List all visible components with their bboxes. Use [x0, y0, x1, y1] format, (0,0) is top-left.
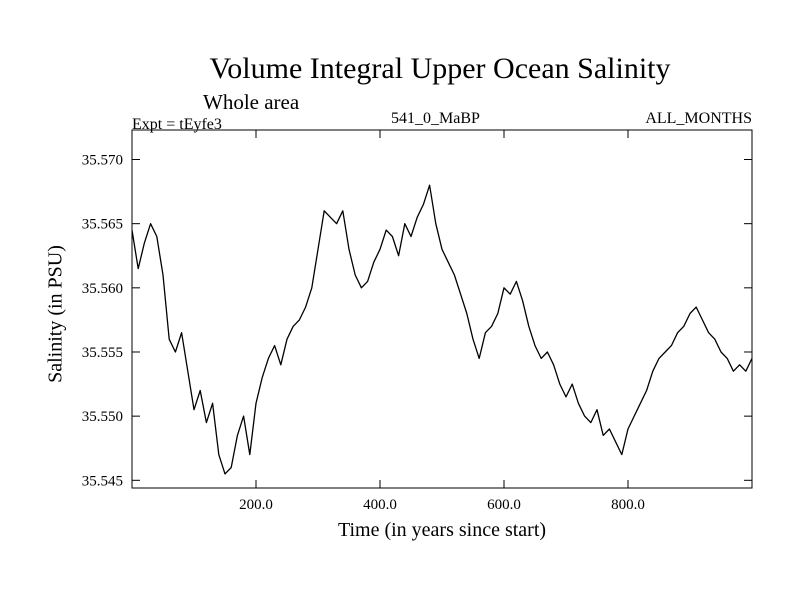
chart-subtitle: Whole area — [203, 90, 300, 114]
y-tick-label: 35.555 — [82, 345, 123, 361]
y-axis-label: Salinity (in PSU) — [44, 245, 67, 383]
y-tick-label: 35.550 — [82, 409, 123, 425]
x-tick-label: 400.0 — [363, 497, 397, 513]
plot-frame — [131, 129, 753, 489]
chart-title: Volume Integral Upper Ocean Salinity — [209, 52, 671, 85]
months-label: ALL_MONTHS — [645, 110, 752, 127]
period-label: 541_0_MaBP — [391, 110, 480, 127]
x-axis-ticks: 200.0 400.0 600.0 800.0 — [239, 130, 645, 513]
x-axis-label: Time (in years since start) — [337, 519, 547, 541]
experiment-label: Expt = tEyfe3 — [132, 116, 222, 133]
y-axis-ticks: 35.545 35.550 35.555 35.560 35.565 35.570 — [82, 153, 752, 489]
y-tick-label: 35.560 — [82, 281, 123, 297]
y-tick-label: 35.570 — [82, 153, 123, 169]
x-tick-label: 800.0 — [611, 497, 645, 513]
x-tick-label: 200.0 — [239, 497, 273, 513]
salinity-series-line — [132, 184, 752, 475]
x-tick-label: 600.0 — [487, 497, 521, 513]
y-tick-label: 35.545 — [82, 473, 123, 489]
y-tick-label: 35.565 — [82, 217, 123, 233]
